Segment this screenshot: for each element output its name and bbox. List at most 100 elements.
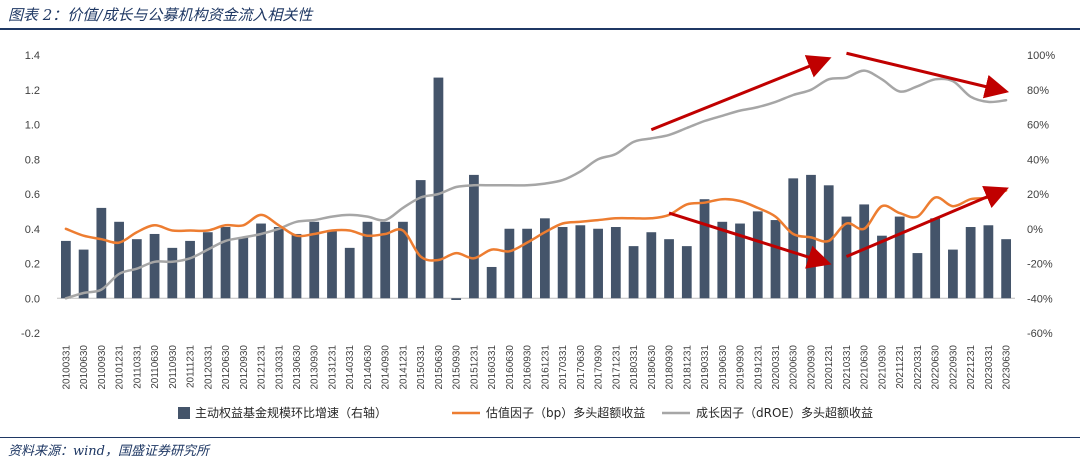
x-tick-label: 20210930 xyxy=(877,345,888,390)
x-tick-label: 20190331 xyxy=(700,345,711,390)
x-tick-label: 20221231 xyxy=(966,345,977,390)
x-tick-label: 20190930 xyxy=(736,345,747,390)
legend-label-bar: 主动权益基金规模环比增速（右轴） xyxy=(195,405,387,420)
x-tick-label: 20150630 xyxy=(434,345,445,390)
x-tick-label: 20121231 xyxy=(257,345,268,390)
bar xyxy=(877,235,887,299)
x-tick-label: 20130930 xyxy=(310,345,321,390)
bar xyxy=(610,227,621,299)
bar xyxy=(256,223,266,299)
y-right-tick-label: -20% xyxy=(1027,259,1053,271)
bar xyxy=(380,221,391,299)
bar xyxy=(717,221,728,299)
bar xyxy=(646,232,657,299)
x-tick-label: 20111231 xyxy=(186,345,197,388)
bar xyxy=(1001,239,1012,299)
x-tick-label: 20120331 xyxy=(203,345,214,390)
x-tick-label: 20171231 xyxy=(611,345,622,390)
y-left-tick-label: 1.2 xyxy=(25,85,40,97)
x-tick-label: 20160331 xyxy=(487,345,498,390)
bar xyxy=(202,232,213,299)
bar xyxy=(291,233,302,299)
bar xyxy=(185,240,195,299)
bar xyxy=(504,228,515,299)
bar xyxy=(770,220,781,299)
y-left-tick-label: 0.0 xyxy=(25,293,40,305)
x-tick-label: 20180630 xyxy=(647,345,658,390)
bar xyxy=(575,225,586,299)
bar xyxy=(167,247,178,299)
legend: 主动权益基金规模环比增速（右轴） 估值因子（bp）多头超额收益 成长因子（dROE）… xyxy=(178,405,873,420)
x-tick-label: 20180331 xyxy=(629,345,640,390)
x-tick-label: 20110331 xyxy=(132,345,143,389)
bar xyxy=(60,240,71,299)
y-right-tick-label: 20% xyxy=(1027,189,1049,201)
bar xyxy=(78,249,89,299)
axes: 1.4 1.2 1.0 0.8 0.6 0.4 0.2 0.0 -0.2 100% 80% 60% 40… xyxy=(21,50,1055,390)
x-tick-label: 20180930 xyxy=(665,345,676,390)
x-tick-label: 20220331 xyxy=(913,345,924,390)
bar-series xyxy=(60,77,1012,300)
bar xyxy=(469,174,479,299)
x-tick-label: 20140331 xyxy=(345,345,356,390)
x-tick-label: 20190630 xyxy=(718,345,729,390)
bar xyxy=(96,207,107,299)
trend-arrow xyxy=(845,185,1009,258)
bar xyxy=(238,237,249,299)
x-tick-label: 20220930 xyxy=(948,345,959,390)
figure-title: 图表 2：价值/成长与公募机构资金流入相关性 xyxy=(8,6,313,24)
x-tick-label: 20200930 xyxy=(806,345,817,390)
y-left-tick-label: 1.0 xyxy=(25,120,40,132)
x-tick-label: 20160630 xyxy=(505,345,516,390)
bar xyxy=(681,246,692,299)
bar xyxy=(735,223,745,299)
x-tick-label: 20100630 xyxy=(79,345,90,390)
bar xyxy=(398,221,408,299)
y-right-tick-label: 100% xyxy=(1027,50,1055,62)
x-tick-label: 20140930 xyxy=(381,345,392,390)
x-tick-label: 20150930 xyxy=(452,345,463,390)
bar xyxy=(841,216,852,299)
bar xyxy=(362,221,373,299)
y-left-tick-label: 0.6 xyxy=(25,189,40,201)
y-right-tick-label: 0% xyxy=(1027,224,1043,236)
figure-source: 资料来源：wind，国盛证券研究所 xyxy=(8,444,209,459)
bar xyxy=(522,228,533,299)
value-factor-line xyxy=(64,189,1008,262)
bar xyxy=(220,227,231,299)
y-left-tick-label: 1.4 xyxy=(25,50,40,62)
x-tick-label: 20230630 xyxy=(1002,345,1013,390)
x-tick-label: 20170930 xyxy=(594,345,605,390)
bar xyxy=(912,253,923,299)
bar xyxy=(309,221,320,299)
bar xyxy=(344,247,355,299)
bar xyxy=(628,246,639,299)
x-tick-label: 20200331 xyxy=(771,345,782,390)
x-tick-label: 20151231 xyxy=(469,345,480,390)
legend-label-value: 估值因子（bp）多头超额收益 xyxy=(486,405,645,420)
x-tick-label: 20181231 xyxy=(682,345,693,390)
bar xyxy=(273,227,284,299)
bar xyxy=(114,221,124,299)
y-left-tick-label: -0.2 xyxy=(21,328,40,340)
bar xyxy=(433,77,444,299)
bar xyxy=(451,298,462,300)
bar xyxy=(965,227,976,299)
bar xyxy=(539,218,550,299)
x-tick-label: 20141231 xyxy=(398,345,409,390)
y-left-tick-label: 0.4 xyxy=(25,224,40,236)
bar xyxy=(983,225,994,299)
y-right-tick-label: 80% xyxy=(1027,85,1049,97)
legend-label-growth: 成长因子（dROE）多头超额收益 xyxy=(696,405,873,420)
x-tick-label: 20131231 xyxy=(327,345,338,390)
y-left-tick-label: 0.2 xyxy=(25,259,40,271)
x-tick-label: 20130630 xyxy=(292,345,303,390)
x-tick-label: 20101231 xyxy=(115,345,126,390)
source-rule xyxy=(0,437,1080,438)
bar xyxy=(415,180,426,299)
y-right-tick-label: 40% xyxy=(1027,154,1049,166)
trend-arrow xyxy=(846,51,1010,99)
trend-arrow xyxy=(650,55,832,132)
x-tick-label: 20100331 xyxy=(61,345,72,390)
bar xyxy=(788,178,799,299)
